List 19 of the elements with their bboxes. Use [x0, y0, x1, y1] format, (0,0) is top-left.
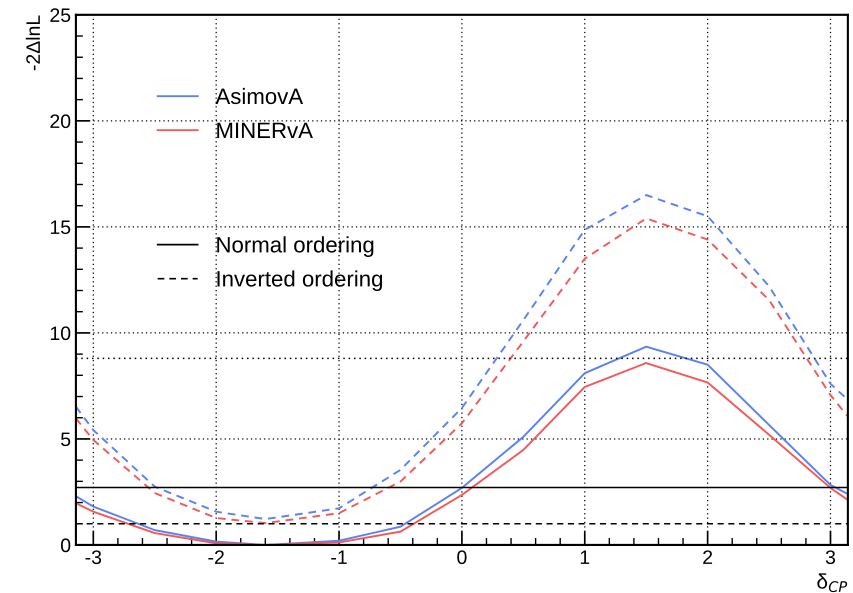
y-tick-label: 10: [50, 326, 70, 340]
x-tick-label: -3: [86, 550, 102, 564]
annotation: Normal ordering: [217, 236, 374, 257]
legend-label: MINERvA: [217, 122, 313, 138]
x-tick-label: 3: [826, 550, 836, 564]
y-tick-label: 5: [61, 432, 70, 446]
annotation: Inverted ordering: [218, 270, 382, 292]
x-tick-label: 0: [457, 550, 467, 564]
y-tick-label: 25: [50, 8, 70, 22]
x-axis-title: δ$_{CP}$: [817, 573, 848, 592]
x-tick-label: 1: [580, 550, 590, 564]
x-tick-label: 2: [703, 550, 712, 564]
y-tick-label: 20: [50, 114, 70, 128]
y-axis-title: -2ΔlnL: [26, 15, 40, 70]
x-tick-label: -1: [331, 550, 347, 564]
y-tick-label: 0: [61, 538, 70, 552]
legend-label: AsimovA: [215, 88, 304, 104]
x-tick-label: -2: [208, 550, 224, 564]
y-tick-label: 15: [50, 220, 70, 234]
